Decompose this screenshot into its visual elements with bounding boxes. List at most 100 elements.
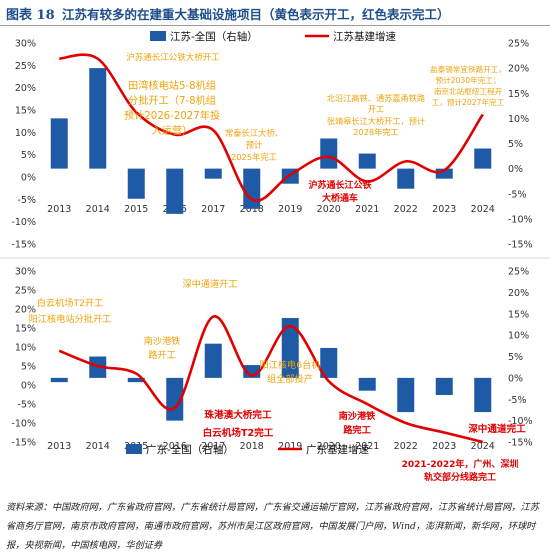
annotation-label: 常泰长江大桥、 — [225, 128, 283, 138]
annotation-label: 北沿江高铁、通苏嘉甬铁路 — [327, 93, 425, 103]
y-left-tick-label: 5% — [21, 362, 36, 373]
bar — [474, 148, 492, 169]
legend-label: 江苏-全国（右轴） — [170, 30, 258, 43]
x-tick-label: 2019 — [278, 204, 302, 215]
y-right-tick-label: -15% — [508, 438, 533, 449]
x-tick-label: 2016 — [163, 441, 187, 452]
y-left-tick-label: 30% — [15, 267, 36, 278]
bar — [435, 377, 453, 395]
annotation-label: 南京北站枢纽工程开 — [434, 86, 503, 96]
x-tick-label: 2015 — [124, 204, 148, 215]
x-tick-label: 2022 — [394, 204, 418, 215]
legend-label: 江苏基建增速 — [333, 30, 396, 43]
y-right-tick-label: 20% — [508, 288, 529, 299]
bar — [89, 68, 107, 169]
y-left-tick-label: 30% — [15, 39, 36, 50]
annotation-label: 2028年完工 — [353, 127, 398, 137]
series-line — [58, 315, 484, 444]
bar — [166, 168, 184, 214]
x-tick-label: 2017 — [201, 441, 225, 452]
x-tick-label: 2022 — [394, 441, 418, 452]
annotation-label: 路完工 — [343, 424, 371, 436]
y-right-tick-label: 0% — [508, 164, 523, 175]
y-right-tick-label: -10% — [508, 214, 533, 225]
y-left-tick-label: -15% — [11, 240, 36, 251]
chart-jiangsu: 30% 25% 20% 15% 10% 5% 0% -5% -10% -15% 25% 20% 15% 1… — [11, 30, 532, 251]
y-left-tick-label: -10% — [11, 217, 36, 228]
x-tick-label: 2017 — [201, 204, 225, 215]
x-tick-label: 2019 — [278, 441, 302, 452]
annotation-label: 开工 — [368, 104, 384, 114]
annotation-label: 深中通道开工 — [182, 278, 237, 290]
annotation-label: 工，预计2027年完工 — [432, 97, 505, 107]
annotation-label: 盐泰锡常宜铁路开工， — [430, 64, 506, 74]
x-tick-label: 2024 — [471, 441, 495, 452]
y-left-tick-label: 15% — [15, 324, 36, 335]
annotation-label: 入运营） — [152, 124, 193, 137]
y-left-tick-label: 0% — [21, 173, 36, 184]
legend-swatch-bar — [126, 444, 142, 454]
annotation-label: 阳江核电6台机 — [260, 359, 321, 371]
y-right-tick-label: 25% — [508, 39, 529, 50]
annotation-label: 深中通道完工 — [468, 423, 526, 435]
annotation-label: 沪苏通长江公铁 — [308, 179, 371, 191]
y-left-tick-label: 25% — [15, 286, 36, 297]
y-right-tick-label: 15% — [508, 89, 529, 100]
x-tick-label: 2021 — [355, 441, 379, 452]
annotation-label: 预计2030年完工； — [436, 75, 501, 85]
y-right-tick-label: -5% — [508, 189, 527, 200]
y-right-tick-label: 15% — [508, 309, 529, 320]
source-note: 资料来源：中国政府网，广东省政府官网，广东省统计局官网，广东省交通运输厅官网，江… — [6, 502, 539, 551]
annotation-label: 2025年完工 — [231, 152, 277, 162]
bar — [50, 377, 68, 383]
bar — [50, 118, 68, 169]
x-tick-label: 2024 — [471, 204, 495, 215]
annotation-label: 田湾核电站5-8机组 — [128, 79, 216, 92]
x-tick-label: 2020 — [317, 441, 341, 452]
legend-label: 广东基建增速 — [306, 443, 369, 456]
x-tick-label: 2020 — [317, 204, 341, 215]
y-right-tick-label: 10% — [508, 114, 529, 125]
annotation-label: 轨交部分线路完工 — [424, 471, 496, 483]
y-right-tick-label: -5% — [508, 395, 527, 406]
y-right-tick-label: 5% — [508, 352, 523, 363]
y-left-tick-label: -10% — [11, 419, 36, 430]
series-line — [59, 53, 484, 202]
legend-label: 广东-全国（右轴） — [146, 443, 234, 456]
annotation-label: 南沙港铁 — [339, 410, 377, 422]
x-tick-label: 2021 — [355, 204, 379, 215]
annotation-label: 分批开工（7-8机组 — [128, 94, 216, 107]
y-right-tick-label: 10% — [508, 331, 529, 342]
figure-title: 江苏有较多的在建重大基础设施项目（黄色表示开工，红色表示完工） — [62, 7, 450, 22]
figure-header: 图表 18 江苏有较多的在建重大基础设施项目（黄色表示开工，红色表示完工） — [0, 0, 550, 26]
bar — [358, 377, 376, 391]
bar — [243, 168, 261, 209]
y-left-tick-label: 20% — [15, 83, 36, 94]
annotation-label: 阳江核电站分批开工 — [29, 313, 112, 325]
figure-label: 图表 18 — [6, 8, 55, 23]
annotation-label: 预计 — [246, 140, 263, 150]
bar — [397, 377, 415, 413]
annotation-label: 白云机场T2完工 — [203, 427, 274, 439]
bar — [320, 347, 338, 378]
bar — [397, 168, 415, 189]
annotation-label: 珠港澳大桥完工 — [204, 409, 272, 421]
y-right-tick-label: -10% — [508, 416, 533, 427]
y-left-tick-label: 5% — [21, 150, 36, 161]
annotation-label: 南沙港铁 — [144, 335, 181, 347]
annotation-label: 组全部投产 — [267, 373, 313, 385]
bar — [320, 138, 338, 169]
y-left-tick-label: 0% — [21, 381, 36, 392]
y-left-tick-label: -15% — [11, 438, 36, 449]
y-right-tick-label: -15% — [508, 240, 533, 251]
y-right-tick-label: 25% — [508, 267, 529, 278]
y-right-tick-label: 20% — [508, 64, 529, 75]
annotation-label: 大桥通车 — [322, 192, 358, 204]
y-left-tick-label: -5% — [18, 195, 37, 206]
y-right-tick-label: 0% — [508, 373, 523, 384]
y-left-tick-label: 10% — [15, 343, 36, 354]
y-left-tick-label: 15% — [15, 106, 36, 117]
bar — [358, 153, 376, 169]
chart-guangdong: 30% 25% 20% 15% 10% 5% 0% -5% -10% -15% 25% 20% 15% 1… — [11, 267, 532, 484]
